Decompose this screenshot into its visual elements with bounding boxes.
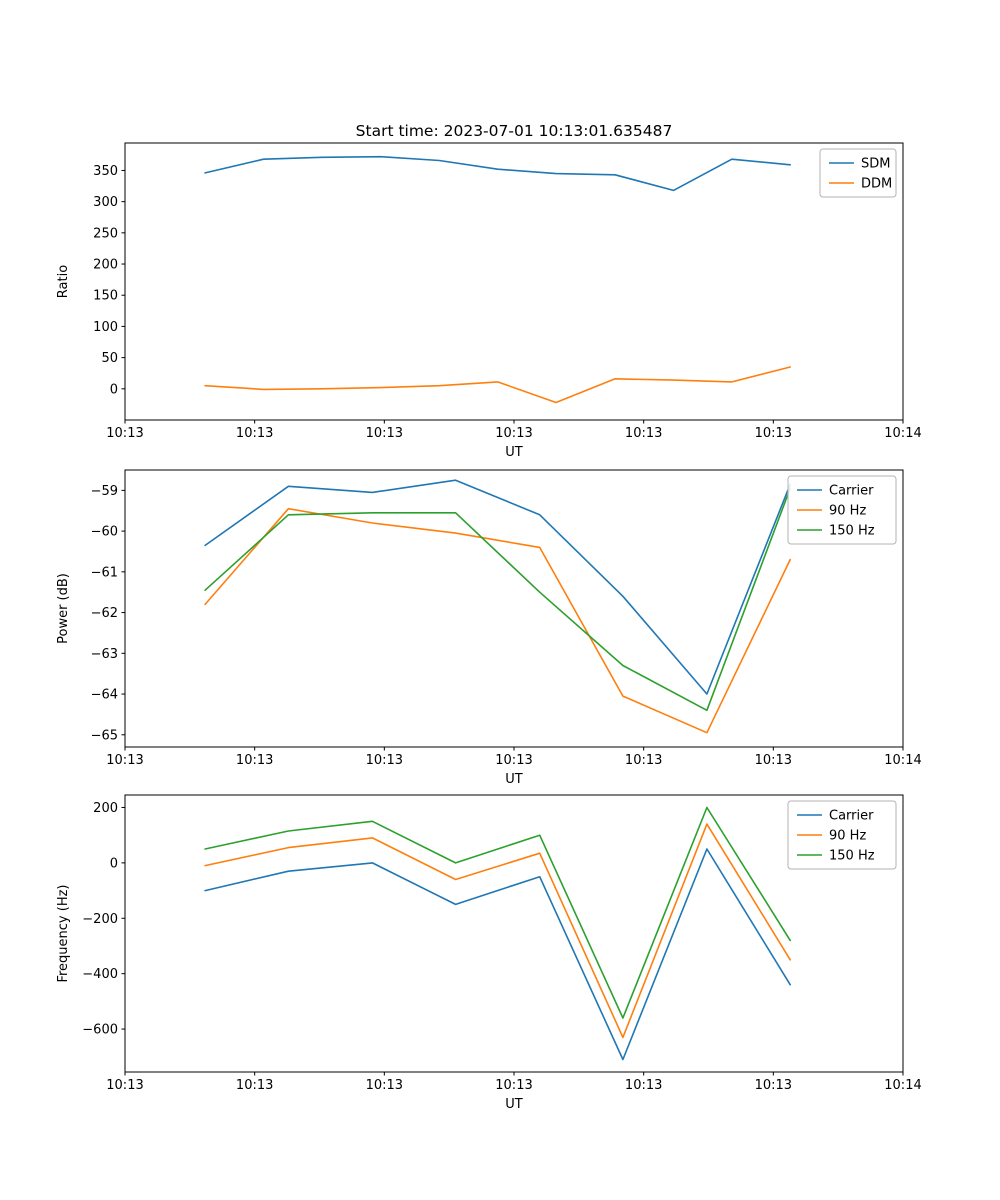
x-tick-label: 10:13 (106, 753, 143, 768)
legend-label-sdm: SDM (861, 157, 890, 172)
series-line-sdm (204, 155, 792, 192)
series-line-90-hz (204, 823, 792, 1039)
series-line-carrier (204, 848, 792, 1061)
charts-root: 10:13 10:13 10:13 10:13 10:13 10:13 10:14 0 50 10… (56, 142, 922, 1112)
plot-border (124, 469, 904, 748)
x-tick-label: 10:13 (755, 426, 792, 441)
y-tick-label: 300 (93, 195, 118, 210)
y-tick-label: −62 (91, 606, 118, 621)
y-tick-label: −64 (91, 688, 118, 703)
x-tick-label: 10:13 (495, 426, 532, 441)
y-tick-label: 250 (93, 226, 118, 241)
x-tick-label: 10:13 (755, 1078, 792, 1093)
y-tick-label: 100 (93, 320, 118, 335)
y-tick-label: 0 (110, 382, 118, 397)
y-tick-label: −61 (91, 565, 118, 580)
legend-label-90-hz: 90 Hz (829, 504, 866, 519)
x-tick-label: 10:13 (236, 1078, 273, 1093)
x-axis-label: UT (505, 1097, 523, 1112)
legend-label-carrier: Carrier (829, 484, 874, 499)
chart-ratio: 10:13 10:13 10:13 10:13 10:13 10:13 10:14 0 50 10… (56, 142, 922, 460)
legend (787, 800, 897, 870)
y-tick-label: −63 (91, 647, 118, 662)
x-tick-label: 10:13 (495, 753, 532, 768)
chart-power-db: 10:13 10:13 10:13 10:13 10:13 10:13 10:14 −59 −6… (56, 469, 922, 787)
y-tick-label: 200 (93, 258, 118, 273)
x-tick-label: 10:13 (625, 753, 662, 768)
x-axis-label: UT (505, 772, 523, 787)
legend-label-150-hz: 150 Hz (829, 524, 875, 539)
y-tick-label: 350 (93, 164, 118, 179)
x-tick-label: 10:13 (106, 1078, 143, 1093)
x-tick-label: 10:13 (625, 426, 662, 441)
series-line-ddm (204, 366, 792, 404)
y-tick-label: −60 (91, 525, 118, 540)
series-line-90-hz (204, 507, 792, 734)
y-tick-label: 0 (110, 856, 118, 871)
x-tick-label: 10:13 (366, 1078, 403, 1093)
x-tick-label: 10:13 (366, 426, 403, 441)
legend-label-carrier: Carrier (829, 809, 874, 824)
legend (787, 475, 897, 545)
x-tick-label: 10:13 (236, 426, 273, 441)
y-axis-label: Frequency (Hz) (56, 884, 71, 982)
legend-label-ddm: DDM (861, 177, 892, 192)
series-line-carrier (204, 479, 792, 695)
legend-label-90-hz: 90 Hz (829, 829, 866, 844)
legend (819, 148, 897, 198)
x-tick-label: 10:13 (625, 1078, 662, 1093)
y-tick-label: 150 (93, 289, 118, 304)
y-tick-label: −65 (91, 728, 118, 743)
plot-border (124, 794, 904, 1073)
y-tick-label: −600 (82, 1023, 118, 1038)
y-axis-label: Power (dB) (56, 573, 71, 644)
x-tick-label: 10:13 (366, 753, 403, 768)
series-line-150-hz (204, 487, 792, 712)
plot-border (124, 142, 904, 421)
legend-label-150-hz: 150 Hz (829, 849, 875, 864)
x-tick-label: 10:13 (495, 1078, 532, 1093)
y-tick-label: −200 (82, 912, 118, 927)
y-tick-label: 50 (101, 351, 118, 366)
chart-frequency-hz: 10:13 10:13 10:13 10:13 10:13 10:13 10:14 200 0 −… (56, 794, 922, 1112)
x-tick-label: 10:13 (236, 753, 273, 768)
y-tick-label: 200 (93, 801, 118, 816)
x-tick-label: 10:13 (755, 753, 792, 768)
x-tick-label: 10:14 (884, 753, 921, 768)
y-axis-label: Ratio (56, 265, 71, 298)
x-axis-label: UT (505, 445, 523, 460)
series-line-150-hz (204, 806, 792, 1019)
x-tick-label: 10:14 (884, 426, 921, 441)
x-tick-label: 10:13 (106, 426, 143, 441)
y-tick-label: −59 (91, 484, 118, 499)
y-tick-label: −400 (82, 967, 118, 982)
x-tick-label: 10:14 (884, 1078, 921, 1093)
figure-title: Start time: 2023-07-01 10:13:01.635487 (356, 122, 673, 140)
